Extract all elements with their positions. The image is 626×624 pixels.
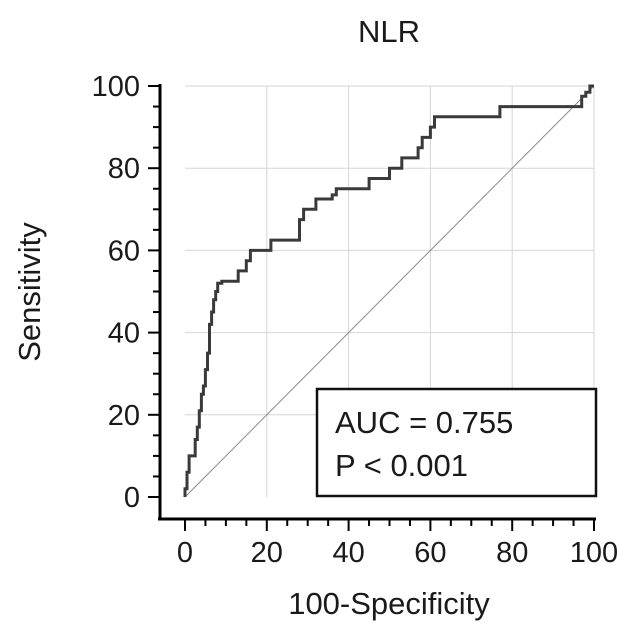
auc-value-text: AUC = 0.755 xyxy=(335,405,513,440)
chart-title: NLR xyxy=(358,14,420,49)
x-axis-ticks: 0 20 40 60 80 100 xyxy=(177,519,618,569)
axes xyxy=(158,84,596,521)
y-tick-label: 0 xyxy=(124,482,140,514)
x-tick-label: 60 xyxy=(414,537,446,569)
annotation-border xyxy=(315,387,598,498)
x-tick-label: 100 xyxy=(570,537,618,569)
p-value-text: P < 0.001 xyxy=(335,448,468,483)
x-tick-label: 40 xyxy=(332,537,364,569)
reference-diagonal-line xyxy=(184,85,595,498)
x-tick-label: 20 xyxy=(251,537,283,569)
roc-curve-line xyxy=(183,84,594,497)
y-axis-ticks: 0 20 40 60 80 100 xyxy=(92,71,160,514)
auc-annotation-box: AUC = 0.755 P < 0.001 xyxy=(315,387,598,498)
x-axis-label: 100-Specificity xyxy=(288,586,490,621)
y-axis-label: Sensitivity xyxy=(12,222,47,362)
y-tick-label: 40 xyxy=(108,318,140,350)
y-tick-label: 60 xyxy=(108,235,140,267)
y-tick-label: 20 xyxy=(108,400,140,432)
x-tick-label: 80 xyxy=(496,537,528,569)
y-tick-label: 100 xyxy=(92,71,140,103)
x-tick-label: 0 xyxy=(177,537,193,569)
y-tick-label: 80 xyxy=(108,153,140,185)
